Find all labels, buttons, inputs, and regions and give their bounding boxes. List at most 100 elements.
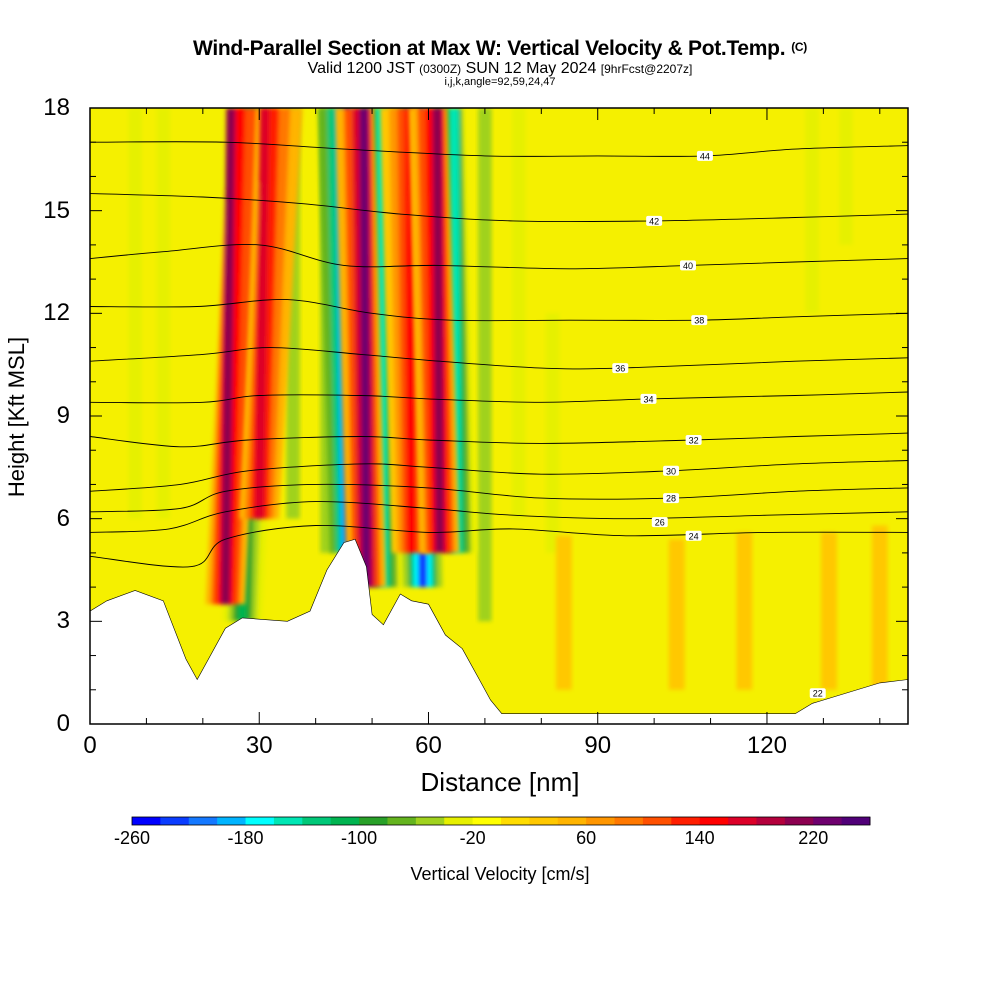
weak-downdraft <box>805 108 819 314</box>
theta-contour-36 <box>90 347 908 370</box>
weak-downdraft <box>511 108 526 519</box>
weak-downdraft <box>128 108 142 519</box>
colorbar-swatch <box>188 817 218 825</box>
contour-label-box <box>663 465 680 476</box>
chart-title: Wind-Parallel Section at Max W: Vertical… <box>0 37 1000 61</box>
theta-contour-40 <box>90 244 908 270</box>
colorbar-swatch <box>160 817 190 825</box>
colorbar-swatch <box>444 817 474 825</box>
contour-label-28: 28 <box>666 494 676 504</box>
colorbar-swatch <box>671 817 701 825</box>
colorbar-tick-label: -20 <box>459 828 486 848</box>
colorbar-swatch <box>614 817 644 825</box>
contour-label-box <box>685 434 702 445</box>
theta-contour-44 <box>90 141 908 157</box>
colorbar-swatch <box>387 817 417 825</box>
contour-labels: 22 24 26 28 30 32 34 36 38 40 42 44 <box>612 150 826 699</box>
updraft-core <box>408 108 460 553</box>
updraft-band <box>359 108 371 588</box>
velocity-field <box>128 108 888 690</box>
colorbar-swatch <box>699 817 729 825</box>
colorbar-tick-label: -100 <box>341 828 378 848</box>
y-tick-label: 6 <box>56 504 70 532</box>
weak-updraft <box>736 532 753 690</box>
weak-updraft-band <box>736 532 753 690</box>
colorbar-swatch <box>359 817 388 825</box>
updraft-core <box>205 108 269 605</box>
contour-label-40: 40 <box>683 261 693 271</box>
weak-updraft <box>555 535 572 690</box>
colorbar-swatch <box>728 817 757 825</box>
axis-ticks <box>89 107 908 725</box>
y-tick-label: 15 <box>43 196 70 224</box>
colorbar-swatch <box>784 817 814 825</box>
contour-label-36: 36 <box>615 364 625 374</box>
contour-label-42: 42 <box>649 216 659 226</box>
colorbar <box>131 816 871 826</box>
colorbar-tick-label: -260 <box>113 828 151 848</box>
contour-label-30: 30 <box>666 466 676 476</box>
y-axis-label: Height [Kft MSL] <box>4 336 29 498</box>
colorbar-tick-label: 220 <box>798 828 829 848</box>
y-tick-label: 0 <box>56 710 70 737</box>
weak-downdraft-band <box>545 313 560 553</box>
weak-downdraft <box>545 313 560 553</box>
contour-label-22: 22 <box>813 689 823 699</box>
theta-contours <box>90 141 908 704</box>
theta-contour-42 <box>90 193 908 223</box>
x-tick-label: 90 <box>584 732 612 759</box>
colorbar-swatch <box>586 817 616 825</box>
colorbar-swatch <box>756 817 786 825</box>
colorbar-swatch <box>217 817 247 825</box>
weak-updraft-band <box>668 539 685 690</box>
colorbar-swatch <box>330 817 360 825</box>
weak-updraft <box>821 532 837 690</box>
contour-label-box <box>685 530 702 541</box>
colorbar-swatch <box>132 817 161 825</box>
y-tick-label: 18 <box>43 94 70 121</box>
contour-label-44: 44 <box>700 151 710 161</box>
contour-label-34: 34 <box>643 394 653 404</box>
x-axis-label: Distance [nm] <box>420 767 580 797</box>
valid-time: Valid 1200 JST <box>307 60 415 77</box>
weak-updraft-band <box>555 535 572 690</box>
theta-contour-30 <box>90 460 908 492</box>
weak-downdraft <box>839 108 853 245</box>
x-tick-label: 30 <box>245 732 273 759</box>
colorbar-swatch <box>529 817 559 825</box>
plot-area: 22 24 26 28 30 32 34 36 38 40 42 44 <box>90 108 908 724</box>
theta-contour-34 <box>90 391 908 404</box>
x-tick-label: 60 <box>415 732 442 759</box>
copyright-mark: (C) <box>791 40 807 54</box>
weak-downdraft-band <box>805 108 819 314</box>
colorbar-swatch <box>273 817 303 825</box>
contour-label-26: 26 <box>655 518 665 528</box>
terrain <box>90 538 908 724</box>
theta-contour-24 <box>90 524 908 568</box>
contour-label-box <box>809 688 826 699</box>
background-field <box>90 108 908 724</box>
x-tick-label: 120 <box>746 732 787 759</box>
contour-label-box <box>679 260 696 271</box>
grid-indices: i,j,k,angle=92,59,24,47 <box>444 76 556 88</box>
updraft-core <box>239 108 303 519</box>
weak-downdraft <box>156 108 171 519</box>
contour-label-24: 24 <box>689 531 699 541</box>
contour-label-box <box>696 150 713 161</box>
contour-label-box <box>646 215 663 226</box>
contour-label-38: 38 <box>694 316 704 326</box>
weak-updraft-band <box>871 525 888 690</box>
chart-title-text: Wind-Parallel Section at Max W: Vertical… <box>193 37 786 60</box>
colorbar-tick-label: -180 <box>227 828 264 848</box>
weak-downdraft-band <box>128 108 142 519</box>
y-tick-label: 3 <box>56 607 70 635</box>
weak-downdraft-band <box>511 108 526 519</box>
weak-downdraft-band <box>839 108 853 245</box>
colorbar-swatch <box>557 817 587 825</box>
colorbar-swatch <box>415 817 445 825</box>
colorbar-swatch <box>472 817 502 825</box>
y-tick-label: 9 <box>56 402 70 429</box>
updraft-core <box>334 108 387 588</box>
contour-label-box <box>612 363 629 374</box>
